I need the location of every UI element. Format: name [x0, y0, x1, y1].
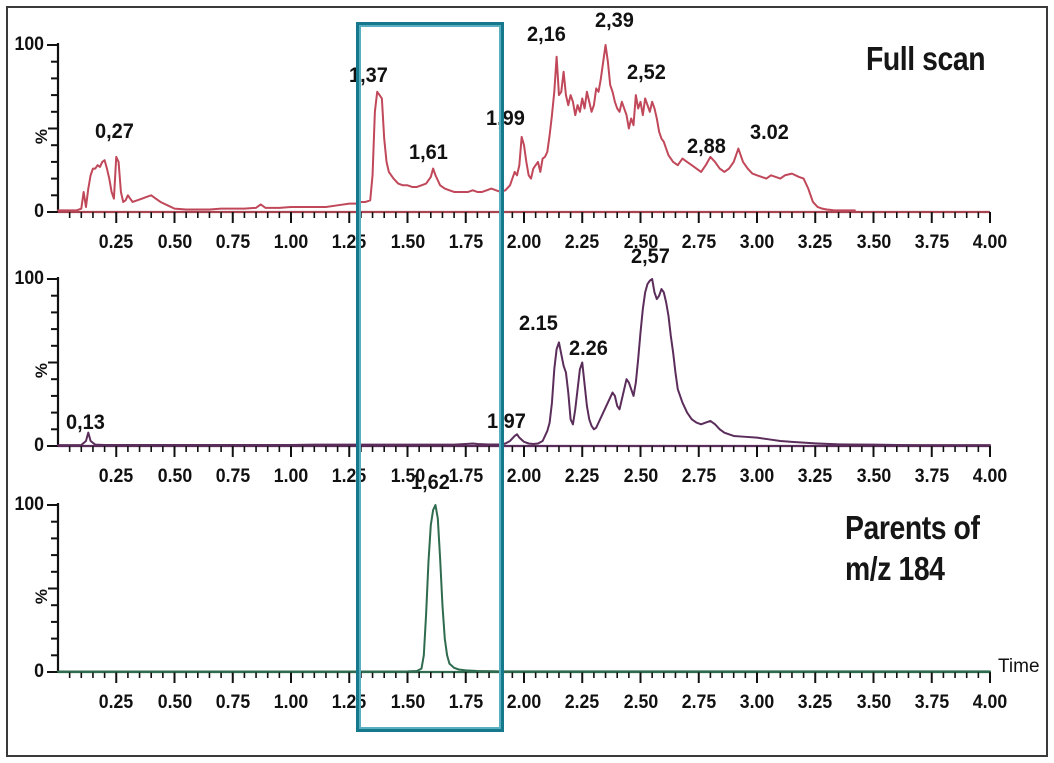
x-axis-tick-label: 0.75: [215, 232, 250, 253]
panel-analyte: Analyte 0100%0.250.500.751.001.251.501.7…: [0, 458, 1054, 713]
x-axis-tick-label: 2.50: [623, 466, 658, 487]
y-axis-tick-label: 0: [34, 435, 44, 456]
x-axis-tick-label: 1.75: [448, 692, 483, 713]
peak-label: 0,27: [94, 120, 134, 144]
y-axis-tick-label: 100: [14, 268, 44, 289]
peak-label: 2,16: [527, 22, 567, 46]
x-axis-tick-label: 3.00: [739, 466, 775, 487]
x-axis-tick-label: 3.75: [914, 692, 949, 713]
figure-border-top: [6, 6, 1048, 8]
x-axis-tick-label: 2.00: [506, 466, 542, 487]
plot-area-full-scan: [47, 43, 991, 223]
panel-parents-of-mz-184: Parents of m/z 184 0 100% 0.25 0.50 0.75 1.00…: [0, 232, 1054, 587]
x-axis-tick-label: 1.00: [273, 232, 309, 253]
peak-label: 2.15: [518, 312, 558, 336]
trace-line-parents-of-mz-184: [57, 278, 991, 447]
x-axis-tick-label: 2.75: [681, 232, 716, 253]
figure-border-left: [6, 6, 8, 757]
peak-label: 1,37: [349, 63, 389, 87]
x-axis-tick-label: 3.50: [856, 692, 891, 713]
x-axis-tick-label: 4.00: [972, 232, 1008, 253]
x-axis-tick-label: 1.75: [448, 466, 483, 487]
x-axis-tick-label: 1.75: [448, 232, 483, 253]
x-axis-tick-label: 2.25: [565, 232, 600, 253]
y-axis-tick-label: 100: [14, 34, 44, 55]
trace-line-full-scan: [57, 44, 856, 212]
peak-label: 2,39: [594, 9, 634, 32]
peak-label: 1,97: [487, 410, 526, 434]
x-axis-tick-label: 3.50: [856, 232, 891, 253]
x-axis-tick-label: 0.25: [99, 466, 134, 487]
x-axis-tick-label: 1.50: [390, 692, 425, 713]
x-axis-tick-label: 2.75: [681, 466, 716, 487]
x-axis-tick-label: 2.25: [565, 466, 600, 487]
x-axis-tick-label: 1.00: [273, 692, 309, 713]
x-axis-tick-label: 0.25: [99, 232, 134, 253]
panel-title-line-1: Parents of: [845, 509, 980, 546]
y-axis-tick-label: 100: [14, 494, 44, 515]
y-axis-tick-label: 0: [34, 201, 44, 222]
x-axis-tick-label: 3.25: [798, 692, 833, 713]
x-axis-tick-label: 3.25: [798, 466, 833, 487]
x-axis-tick-label: 2.00: [506, 692, 542, 713]
x-axis-tick-label: 2.00: [506, 232, 542, 253]
peak-label: 3.02: [749, 120, 789, 144]
x-axis-tick-label: 0.50: [157, 692, 192, 713]
y-axis-title: %: [32, 128, 51, 144]
x-axis-tick-label: 3.25: [798, 232, 833, 253]
x-axis-tick-label: 1.25: [332, 692, 367, 713]
peak-label: 2,88: [687, 134, 726, 158]
x-axis-title-time: Time: [998, 656, 1040, 677]
x-axis-tick-label: 3.75: [914, 232, 949, 253]
x-axis-tick-label: 3.50: [856, 466, 891, 487]
plot-area-parents-of-mz-184: [47, 277, 991, 457]
figure-border-right: [1046, 6, 1048, 757]
peak-label: 0,13: [66, 410, 106, 434]
x-axis-tick-label: 1.50: [390, 232, 425, 253]
x-axis-tick-label: 1.50: [390, 466, 425, 487]
panel-title-line-2: m/z 184: [845, 549, 945, 587]
y-axis-title: %: [32, 588, 51, 604]
peak-label: 1,62: [411, 471, 451, 494]
panel-title-full-scan: Full scan: [866, 40, 986, 77]
x-axis-tick-label: 3.75: [914, 466, 949, 487]
x-axis-tick-label: 2.50: [623, 232, 658, 253]
x-axis-tick-label: 2.50: [623, 692, 658, 713]
x-axis-tick-label: 0.50: [157, 232, 192, 253]
y-axis-title: %: [32, 362, 51, 378]
panel-full-scan: Full scan 0 100% 0.25 0.50 0.75 1.00 1.25 1.50 1…: [0, 0, 1054, 253]
peak-label: 2.26: [568, 336, 608, 360]
x-axis-tick-label: 4.00: [972, 466, 1008, 487]
peak-label: 2,52: [627, 61, 666, 85]
x-axis-tick-label: 0.75: [215, 466, 250, 487]
panel-title-parents-of-mz-184: Parents of m/z 184: [845, 508, 980, 590]
y-axis-tick-label: 0: [34, 661, 44, 682]
x-axis-tick-label: 3.00: [739, 692, 775, 713]
plot-area-analyte: [47, 503, 991, 683]
x-axis-tick-label: 2.25: [565, 692, 600, 713]
x-axis-tick-label: 3.00: [739, 232, 775, 253]
x-axis-tick-label: 2.75: [681, 692, 716, 713]
figure-border-bottom: [6, 755, 1048, 757]
peak-label: 2,57: [630, 245, 670, 268]
peak-label: 1,99: [485, 106, 525, 130]
x-axis-tick-label: 0.25: [99, 692, 134, 713]
x-axis-tick-label: 0.75: [215, 692, 250, 713]
peak-label: 1,61: [409, 140, 448, 164]
x-axis-tick-label: 4.00: [972, 692, 1008, 713]
x-axis-tick-label: 0.50: [157, 466, 192, 487]
trace-line-analyte: [57, 504, 991, 673]
x-axis-tick-label: 1.00: [273, 466, 309, 487]
